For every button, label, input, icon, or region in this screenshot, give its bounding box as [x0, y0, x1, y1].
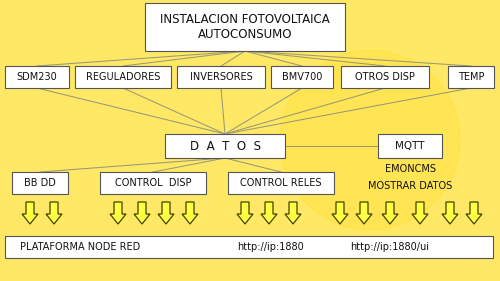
- Text: BB DD: BB DD: [24, 178, 56, 188]
- Bar: [145, 3, 345, 51]
- Text: CONTROL RELES: CONTROL RELES: [240, 178, 322, 188]
- Text: PLATAFORMA NODE RED: PLATAFORMA NODE RED: [20, 242, 140, 252]
- Polygon shape: [22, 202, 38, 224]
- Bar: [177, 66, 265, 88]
- Bar: [5, 66, 69, 88]
- Text: SDM230: SDM230: [16, 72, 58, 82]
- Text: OTROS DISP: OTROS DISP: [355, 72, 415, 82]
- Bar: [12, 172, 68, 194]
- Text: TEMP: TEMP: [458, 72, 484, 82]
- Bar: [100, 172, 206, 194]
- Polygon shape: [110, 202, 126, 224]
- Bar: [341, 66, 429, 88]
- Polygon shape: [442, 202, 458, 224]
- Bar: [75, 66, 171, 88]
- Polygon shape: [285, 202, 301, 224]
- Text: INVERSORES: INVERSORES: [190, 72, 252, 82]
- Polygon shape: [182, 202, 198, 224]
- Text: REGULADORES: REGULADORES: [86, 72, 160, 82]
- Text: INSTALACION FOTOVOLTAICA
AUTOCONSUMO: INSTALACION FOTOVOLTAICA AUTOCONSUMO: [160, 13, 330, 41]
- Text: CONTROL  DISP: CONTROL DISP: [115, 178, 191, 188]
- Text: BMV700: BMV700: [282, 72, 322, 82]
- Polygon shape: [332, 202, 348, 224]
- Text: EMONCMS: EMONCMS: [384, 164, 436, 174]
- Bar: [378, 134, 442, 158]
- Polygon shape: [158, 202, 174, 224]
- Bar: [448, 66, 494, 88]
- Circle shape: [280, 50, 460, 230]
- Polygon shape: [412, 202, 428, 224]
- Polygon shape: [261, 202, 277, 224]
- Text: MQTT: MQTT: [395, 141, 425, 151]
- Text: MOSTRAR DATOS: MOSTRAR DATOS: [368, 181, 452, 191]
- Polygon shape: [466, 202, 482, 224]
- Polygon shape: [237, 202, 253, 224]
- Polygon shape: [382, 202, 398, 224]
- Bar: [228, 172, 334, 194]
- Text: http://ip:1880/ui: http://ip:1880/ui: [350, 242, 430, 252]
- Polygon shape: [46, 202, 62, 224]
- Bar: [271, 66, 333, 88]
- Text: D  A  T  O  S: D A T O S: [190, 139, 260, 153]
- Bar: [165, 134, 285, 158]
- Polygon shape: [356, 202, 372, 224]
- Bar: [5, 236, 493, 258]
- Polygon shape: [134, 202, 150, 224]
- Text: http://ip:1880: http://ip:1880: [236, 242, 304, 252]
